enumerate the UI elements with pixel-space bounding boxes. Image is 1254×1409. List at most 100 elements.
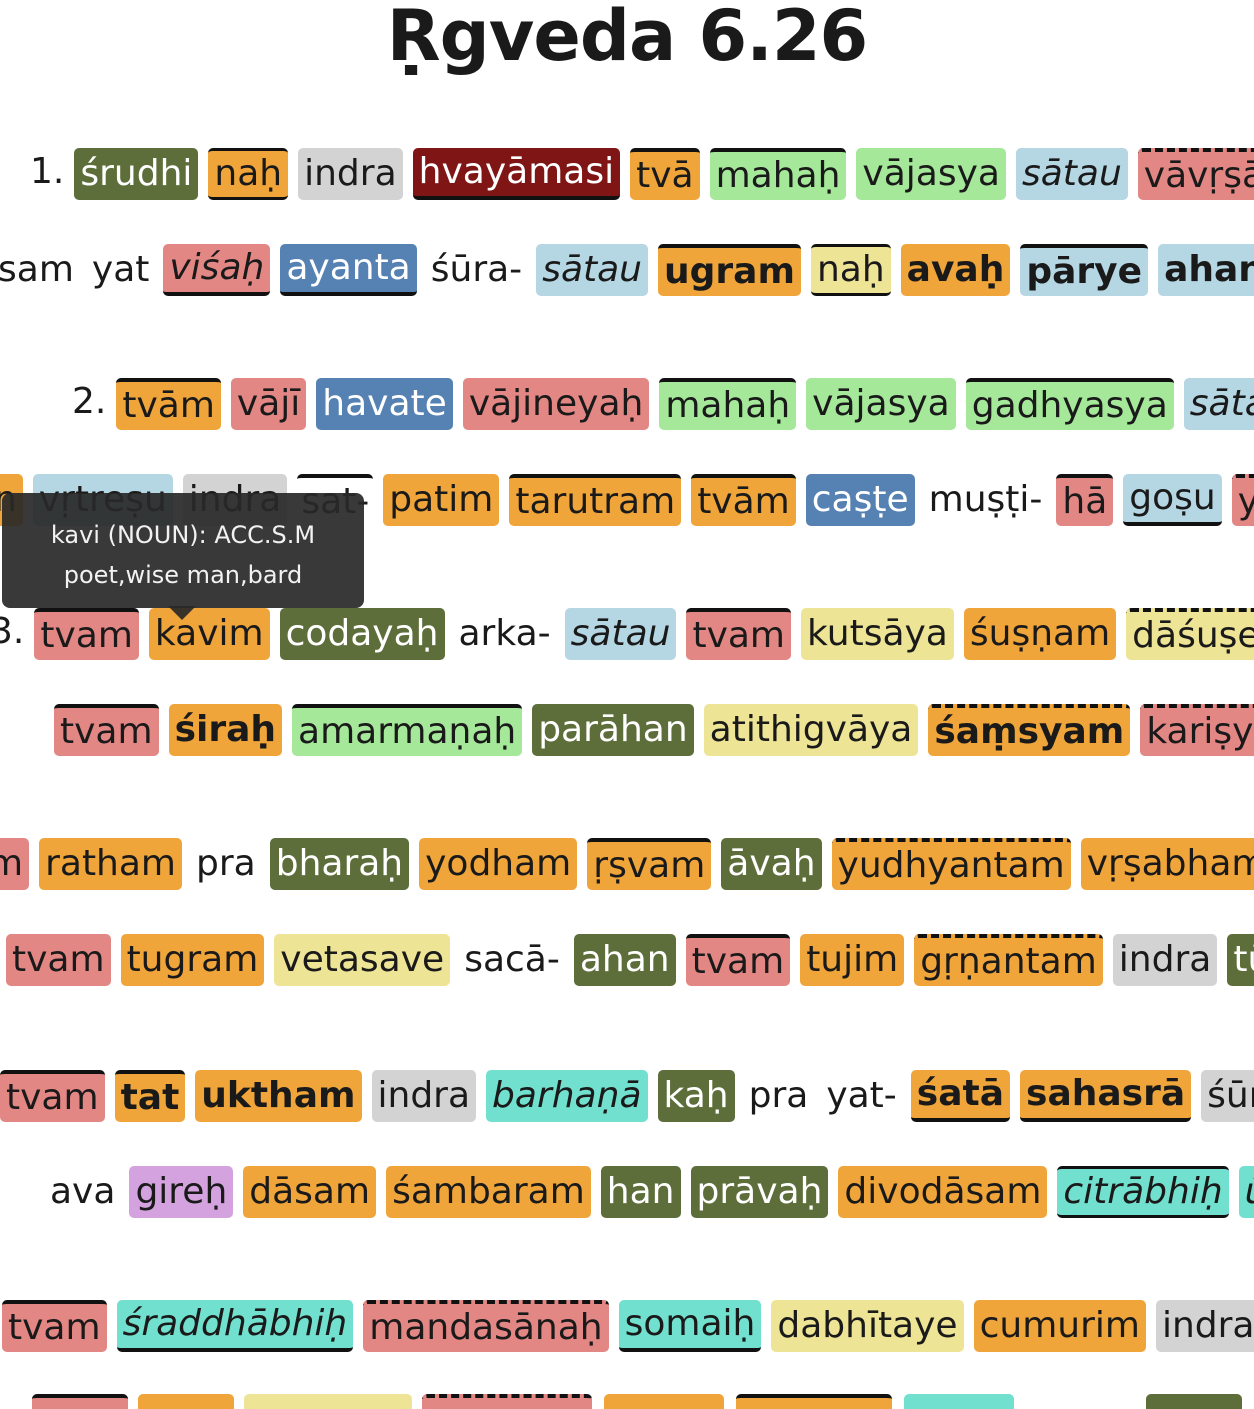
word-token[interactable]: vāvṛṣāṇāḥ: [1137, 148, 1254, 200]
word-token[interactable]: ugram: [658, 244, 801, 296]
word-token[interactable]: sātau: [1015, 148, 1128, 200]
word-token[interactable]: sātau: [536, 244, 648, 296]
word-token[interactable]: tvam: [54, 704, 159, 756]
word-token[interactable]: gṛṇantam: [914, 934, 1103, 986]
word-token[interactable]: sātau: [1183, 378, 1254, 430]
word-token[interactable]: citrābhiḥ: [1057, 1166, 1229, 1218]
word-token[interactable]: śiraḥ: [168, 704, 283, 756]
word-token[interactable]: caṣṭe: [805, 474, 915, 526]
word-token[interactable]: kutsāya: [801, 608, 954, 660]
word-token[interactable]: śatā: [910, 1070, 1011, 1122]
word-token[interactable]: indra: [298, 148, 403, 200]
word-token[interactable]: śuṣṇam: [963, 608, 1117, 660]
verse-line: tvam śiraḥ amarmaṇaḥ parāhan atithigvāya śaṃs…: [54, 704, 1254, 760]
word-token[interactable]: barhaṇā: [486, 1070, 648, 1122]
word-plain[interactable]: sam: [0, 249, 74, 290]
word-token[interactable]: gadhyasya: [965, 378, 1174, 430]
word-token[interactable]: vājasya: [856, 148, 1006, 200]
word-token[interactable]: atithigvāya: [703, 704, 919, 756]
word-token[interactable]: śūra: [1201, 1070, 1254, 1122]
word-token[interactable]: indra: [1155, 1300, 1254, 1352]
word-token[interactable]: tvām: [691, 474, 796, 526]
word-token[interactable]: śraddhābhiḥ: [116, 1300, 354, 1352]
word-plain[interactable]: pra: [748, 1075, 809, 1116]
partial-word-block: [604, 1394, 724, 1409]
word-token[interactable]: vājī: [230, 378, 307, 430]
word-token[interactable]: naḥ: [208, 148, 289, 200]
word-token[interactable]: kariṣyan: [1140, 704, 1254, 756]
word-token[interactable]: mahaḥ: [709, 148, 847, 200]
word-token[interactable]: sahasrā: [1020, 1070, 1192, 1122]
word-token[interactable]: ṛṣvam: [587, 838, 712, 890]
verse-line: tvam tugram vetasave sacā-ahan tvam tujim gṛṇa…: [6, 934, 1254, 990]
word-token[interactable]: kaḥ: [657, 1070, 735, 1122]
word-token[interactable]: śambaram: [386, 1166, 591, 1218]
word-token[interactable]: tvā: [630, 148, 700, 200]
word-token[interactable]: cumurim: [973, 1300, 1146, 1352]
word-token[interactable]: tūtoḥ: [1227, 934, 1254, 986]
word-plain[interactable]: yat-: [826, 1075, 897, 1116]
word-plain[interactable]: śūra-: [430, 249, 523, 290]
word-token[interactable]: codayaḥ: [279, 608, 445, 660]
word-token[interactable]: amarmaṇaḥ: [292, 704, 523, 756]
word-plain[interactable]: arka-: [458, 613, 551, 654]
word-token[interactable]: havate: [316, 378, 453, 430]
word-token[interactable]: tvam: [685, 934, 791, 986]
word-token[interactable]: tvam: [34, 608, 139, 660]
word-token[interactable]: tvam: [686, 608, 792, 660]
word-token[interactable]: somaiḥ: [618, 1300, 762, 1352]
word-token[interactable]: hvayāmasi: [412, 148, 621, 200]
word-token[interactable]: yodham: [419, 838, 578, 890]
word-token[interactable]: naḥ: [810, 244, 891, 296]
word-plain[interactable]: muṣṭi-: [928, 479, 1043, 520]
word-token[interactable]: ayanta: [280, 244, 417, 296]
word-token[interactable]: bharaḥ: [269, 838, 410, 890]
word-token[interactable]: han: [600, 1166, 681, 1218]
word-token[interactable]: prāvaḥ: [690, 1166, 829, 1218]
word-token[interactable]: dāsam: [243, 1166, 377, 1218]
word-token[interactable]: tujim: [800, 934, 905, 986]
word-token[interactable]: tvam: [6, 934, 111, 986]
word-token[interactable]: ūtī: [1238, 1166, 1254, 1218]
word-token[interactable]: tarutram: [509, 474, 682, 526]
word-token[interactable]: hā: [1056, 474, 1114, 526]
word-token[interactable]: dāśuṣe: [1126, 608, 1254, 660]
word-token[interactable]: tugram: [120, 934, 265, 986]
word-token[interactable]: ratham: [39, 838, 182, 890]
word-token[interactable]: dabhītaye: [771, 1300, 964, 1352]
word-token[interactable]: goṣu: [1123, 474, 1222, 526]
word-token[interactable]: patim: [383, 474, 500, 526]
word-token[interactable]: sātau: [564, 608, 677, 660]
word-token[interactable]: yudhyantam: [831, 838, 1071, 890]
word-token[interactable]: tvam: [0, 1070, 105, 1122]
word-token[interactable]: viśaḥ: [163, 244, 271, 296]
word-token[interactable]: yud: [1231, 474, 1254, 526]
word-token[interactable]: tat: [114, 1070, 186, 1122]
word-token[interactable]: gireḥ: [129, 1166, 234, 1218]
word-token[interactable]: parāhan: [532, 704, 694, 756]
word-token[interactable]: divodāsam: [838, 1166, 1048, 1218]
word-token[interactable]: uktham: [195, 1070, 362, 1122]
word-token[interactable]: śrudhi: [74, 148, 199, 200]
word-token[interactable]: śaṃsyam: [928, 704, 1131, 756]
word-token[interactable]: mandasānaḥ: [363, 1300, 609, 1352]
word-token[interactable]: tvam: [2, 1300, 107, 1352]
word-token[interactable]: pārye: [1020, 244, 1149, 296]
word-token[interactable]: mahaḥ: [659, 378, 797, 430]
word-token[interactable]: vṛṣabham: [1080, 838, 1254, 890]
word-token[interactable]: indra: [371, 1070, 477, 1122]
word-token[interactable]: m: [0, 838, 30, 890]
word-token[interactable]: āvaḥ: [721, 838, 822, 890]
word-token[interactable]: ahan: [1158, 244, 1254, 296]
word-token[interactable]: tvām: [116, 378, 221, 430]
word-plain[interactable]: ava: [50, 1171, 116, 1212]
word-token[interactable]: vājasya: [806, 378, 956, 430]
word-token[interactable]: indra: [1112, 934, 1218, 986]
word-token[interactable]: avaḥ: [900, 244, 1011, 296]
word-plain[interactable]: sacā-: [464, 939, 560, 980]
word-token[interactable]: vetasave: [274, 934, 451, 986]
word-plain[interactable]: yat: [91, 249, 150, 290]
word-token[interactable]: vājineyaḥ: [462, 378, 650, 430]
word-plain[interactable]: pra: [196, 843, 256, 884]
word-token[interactable]: ahan: [573, 934, 676, 986]
